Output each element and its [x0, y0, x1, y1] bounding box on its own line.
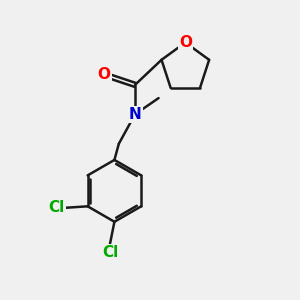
Text: O: O: [179, 35, 192, 50]
Text: N: N: [129, 107, 141, 122]
Text: Cl: Cl: [49, 200, 65, 215]
Text: O: O: [98, 67, 111, 82]
Text: Cl: Cl: [102, 245, 118, 260]
